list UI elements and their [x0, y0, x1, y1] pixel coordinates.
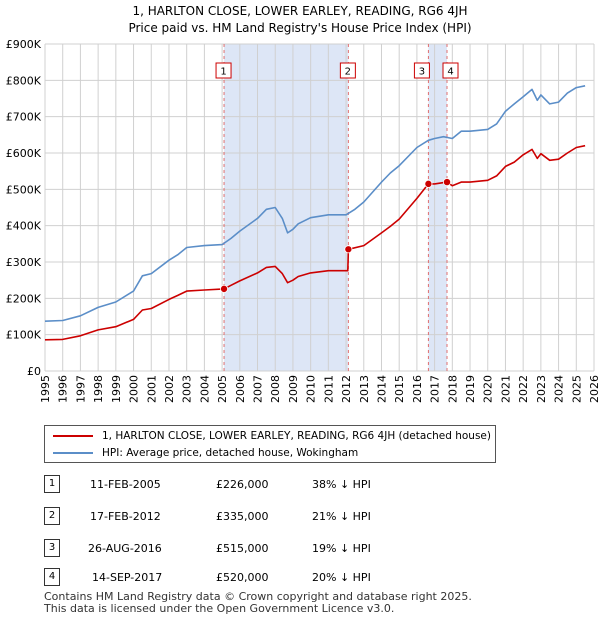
y-tick-label: £600K [6, 147, 42, 160]
y-tick-label: £400K [6, 220, 42, 233]
x-tick-label: 2013 [358, 375, 371, 403]
y-tick-label: £200K [6, 292, 42, 305]
legend-swatch-hpi [53, 452, 93, 454]
sale-number-box [442, 62, 459, 79]
price-chart: 1 2 3 4 £0 £100K £200K £300K £400K £500K £600K £700… [6, 38, 600, 403]
x-tick-label: 2009 [287, 375, 300, 403]
sale-number-box [215, 62, 232, 79]
sale-point [220, 284, 229, 293]
x-tick-label: 2001 [145, 375, 158, 403]
x-tick-label: 2016 [411, 375, 424, 403]
y-tick-label: £500K [6, 183, 42, 196]
x-tick-label: 2004 [198, 375, 211, 403]
sale-number-label: 2 [345, 67, 351, 78]
x-tick-label: 2000 [128, 375, 141, 403]
sale-hpi-diff: 20% ↓ HPI [312, 571, 371, 584]
x-tick-label: 2020 [482, 375, 495, 403]
sale-price: £515,000 [216, 542, 269, 555]
sale-date: 26-AUG-2016 [88, 542, 162, 555]
x-tick-label: 2007 [252, 375, 265, 403]
sale-number-label: 4 [447, 67, 453, 78]
sale-number-badge: 3 [44, 539, 60, 557]
sale-number-box [413, 62, 430, 79]
sale-date: 11-FEB-2005 [90, 478, 161, 491]
sale-point [344, 245, 353, 254]
x-tick-label: 2021 [499, 375, 512, 403]
sale-hpi-diff: 21% ↓ HPI [312, 510, 371, 523]
x-tick-label: 1996 [57, 375, 70, 403]
sale-price: £335,000 [216, 510, 269, 523]
sale-date: 17-FEB-2012 [90, 510, 161, 523]
footer-licence: This data is licensed under the Open Gov… [44, 602, 395, 615]
y-tick-label: £700K [6, 111, 42, 124]
sale-price: £520,000 [216, 571, 269, 584]
sale-hpi-diff: 19% ↓ HPI [312, 542, 371, 555]
y-tick-label: £100K [6, 329, 42, 342]
x-tick-label: 2017 [429, 375, 442, 403]
y-tick-label: £800K [6, 74, 42, 87]
legend-item-property: 1, HARLTON CLOSE, LOWER EARLEY, READING,… [53, 428, 491, 444]
sale-hpi-diff: 38% ↓ HPI [312, 478, 371, 491]
sale-date: 14-SEP-2017 [92, 571, 163, 584]
y-tick-label: £0 [27, 365, 41, 378]
x-tick-label: 1997 [74, 375, 87, 403]
series-line-hpi [44, 85, 586, 322]
sale-number-badge: 2 [44, 507, 60, 525]
y-tick-label: £900K [6, 38, 42, 51]
legend-swatch-property [53, 435, 93, 437]
legend-label-property: 1, HARLTON CLOSE, LOWER EARLEY, READING,… [102, 430, 491, 442]
sale-number-badge: 4 [44, 568, 60, 586]
x-tick-label: 2014 [375, 375, 388, 403]
shaded-range [428, 44, 448, 371]
x-tick-label: 2023 [535, 375, 548, 403]
legend-item-hpi: HPI: Average price, detached house, Woki… [53, 445, 358, 461]
x-tick-label: 2008 [269, 375, 282, 403]
x-tick-label: 2006 [234, 375, 247, 403]
x-tick-label: 2003 [181, 375, 194, 403]
x-tick-label: 2022 [517, 375, 530, 403]
footer-copyright: Contains HM Land Registry data © Crown c… [44, 590, 472, 603]
x-tick-label: 2025 [570, 375, 583, 403]
chart-legend: 1, HARLTON CLOSE, LOWER EARLEY, READING,… [44, 425, 496, 463]
x-tick-label: 2015 [393, 375, 406, 403]
sale-price: £226,000 [216, 478, 269, 491]
sale-row: 1 11-FEB-2005 £226,000 38% ↓ HPI [0, 475, 600, 495]
sale-number-label: 3 [419, 67, 425, 78]
sale-number-box [339, 62, 356, 79]
x-tick-label: 2024 [553, 375, 566, 403]
legend-label-hpi: HPI: Average price, detached house, Woki… [102, 447, 359, 459]
sale-number-label: 1 [220, 67, 226, 78]
x-tick-label: 2002 [163, 375, 176, 403]
x-tick-label: 2018 [446, 375, 459, 403]
series-line-property [44, 144, 586, 341]
sale-row: 4 14-SEP-2017 £520,000 20% ↓ HPI [0, 568, 600, 588]
x-tick-label: 2005 [216, 375, 229, 403]
sale-row: 2 17-FEB-2012 £335,000 21% ↓ HPI [0, 507, 600, 527]
x-tick-label: 1998 [92, 375, 105, 403]
sale-number-badge: 1 [44, 475, 60, 493]
sale-point [443, 178, 452, 187]
x-tick-label: 2010 [305, 375, 318, 403]
x-tick-label: 2019 [464, 375, 477, 403]
x-tick-label: 1995 [39, 375, 52, 403]
x-tick-label: 1999 [110, 375, 123, 403]
chart-title: 1, HARLTON CLOSE, LOWER EARLEY, READING,… [132, 4, 468, 18]
sale-row: 3 26-AUG-2016 £515,000 19% ↓ HPI [0, 539, 600, 559]
sale-point [424, 179, 433, 188]
x-tick-label: 2026 [588, 375, 600, 403]
x-tick-label: 2012 [340, 375, 353, 403]
shaded-range [224, 44, 349, 371]
y-tick-label: £300K [6, 256, 42, 269]
x-tick-label: 2011 [322, 375, 335, 403]
chart-subtitle: Price paid vs. HM Land Registry's House … [128, 21, 472, 35]
